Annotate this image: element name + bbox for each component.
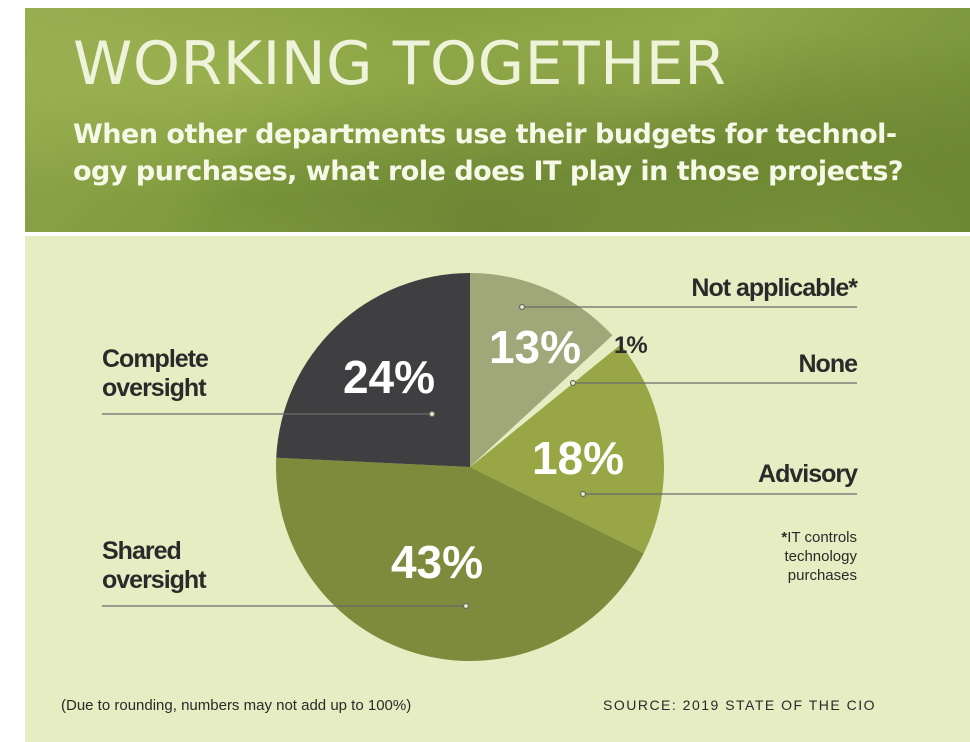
pie-slice-not-applicable (470, 273, 613, 467)
slice-label-shared-oversight: 43% (391, 536, 483, 588)
pie-slice-none (470, 335, 621, 467)
slice-label-not-applicable: 13% (489, 321, 581, 373)
chart-panel: 13% 18% 43% 24% 1% Not applicable* None … (25, 236, 970, 742)
source-credit: SOURCE: 2019 STATE OF THE CIO (603, 697, 876, 713)
pie-chart: 13% 18% 43% 24% 1% Not applicable* None … (61, 273, 876, 714)
legend-shared-oversight-line2: oversight (102, 566, 207, 594)
leader-dot-none (569, 379, 577, 387)
slice-label-complete-oversight: 24% (343, 351, 435, 403)
legend-not-applicable: Not applicable* (691, 274, 858, 302)
footnote-line3: purchases (788, 567, 857, 584)
legend-complete-oversight-line2: oversight (102, 374, 207, 402)
footnote-line2: technology (784, 548, 857, 565)
pie-slice-complete-oversight (276, 273, 470, 467)
chart-title: WORKING TOGETHER (73, 29, 727, 99)
header-banner: WORKING TOGETHER When other departments … (25, 8, 970, 232)
leader-lines (102, 306, 857, 607)
legend-none: None (799, 350, 859, 378)
rounding-note: (Due to rounding, numbers may not add up… (61, 697, 411, 714)
slice-label-advisory: 18% (532, 432, 624, 484)
footnote-line1-text: IT controls (787, 529, 857, 546)
pie-slice-shared-oversight (276, 457, 644, 661)
leader-dot-shared-oversight (462, 602, 470, 610)
slice-label-none: 1% (614, 332, 647, 359)
leader-dots (428, 303, 587, 610)
leader-dot-not-applicable (518, 303, 526, 311)
pie-slice-advisory (470, 344, 664, 554)
pie-slices (276, 273, 664, 661)
footnote-star: * (781, 529, 787, 546)
leader-dot-complete-oversight (428, 410, 436, 418)
leader-dot-advisory (579, 490, 587, 498)
footnote-line1: *IT controls (781, 529, 857, 546)
legend-shared-oversight-line1: Shared (102, 537, 181, 565)
legend-advisory: Advisory (758, 460, 858, 488)
legend-complete-oversight-line1: Complete (102, 345, 209, 373)
chart-question: When other departments use their budgets… (73, 119, 904, 187)
